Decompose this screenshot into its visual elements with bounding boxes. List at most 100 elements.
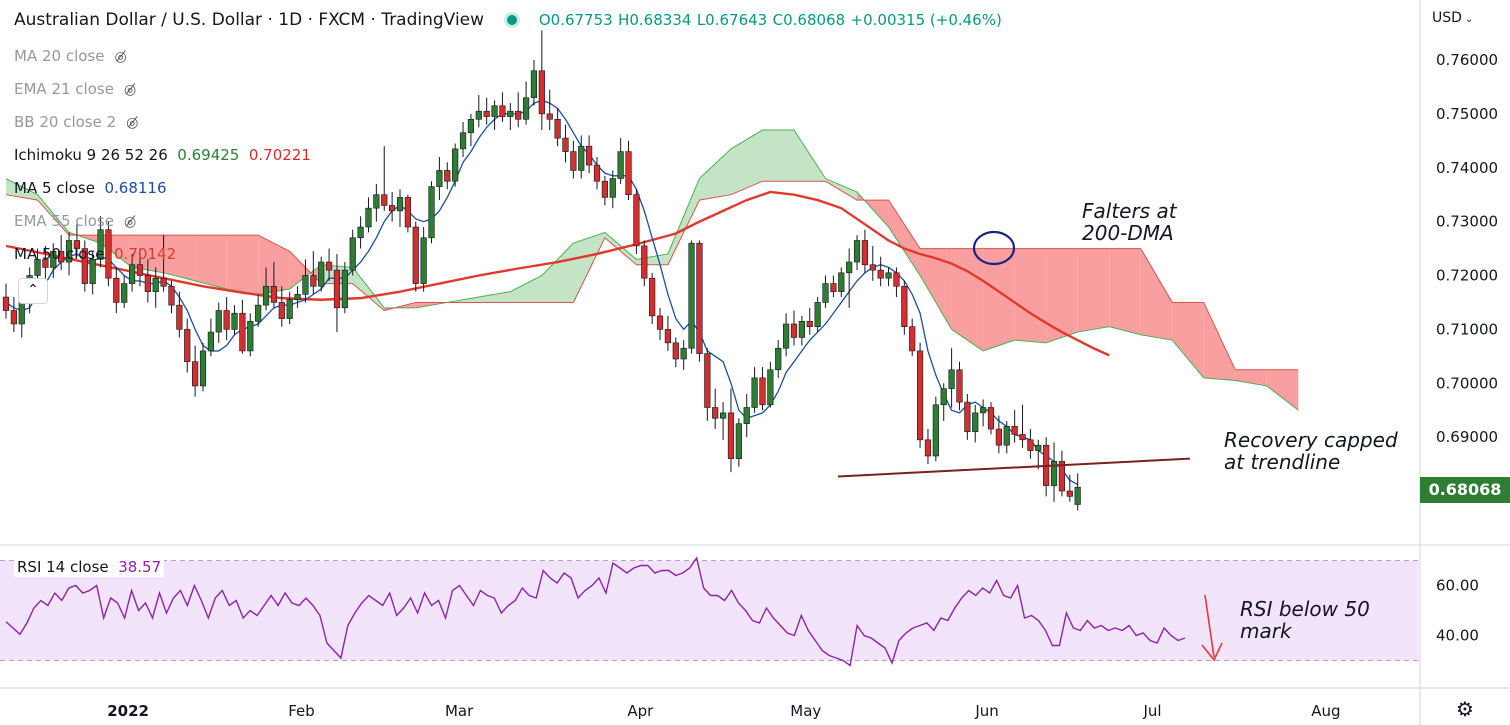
candle [995,415,1002,454]
indicator-ma20[interactable]: MA 20 close ◎̸ [14,47,127,65]
candle-body [901,285,908,327]
candle [349,229,356,276]
time-tick-label: Jun [974,702,998,720]
candle-body [239,312,246,352]
candle-body [1011,426,1018,435]
candle-body [199,350,207,387]
candle-body [916,350,924,441]
indicator-bb20[interactable]: BB 20 close 2 ◎̸ [14,113,138,131]
cloud-segment [825,178,858,201]
eye-slash-icon[interactable]: ◎̸ [123,82,137,98]
candle-body [58,250,65,263]
eye-slash-icon[interactable]: ◎̸ [114,49,127,65]
candle [948,348,955,408]
candle [1066,474,1073,502]
candle-body [956,369,963,403]
candle-body [215,310,222,333]
candle [530,60,538,106]
candle-body [743,407,750,424]
currency-selector[interactable]: USD ⌄ [1432,10,1473,26]
price-axis[interactable]: 0.76000 0.75000 0.74000 0.73000 0.72000 0.710… [1436,51,1498,645]
candle [861,229,869,273]
candle [483,97,490,125]
candle [420,227,427,292]
time-axis[interactable]: 2022 Feb Mar Apr May Jun Jul Aug [107,702,1340,720]
candle-body [341,269,348,309]
candle-body [373,194,380,209]
candle [1019,404,1026,448]
candle [570,140,577,179]
candle [396,189,404,228]
candle [704,348,711,421]
candle-body [885,272,892,279]
candle [467,113,475,147]
candle [176,291,183,338]
candle [404,194,411,233]
indicator-value: 0.68116 [104,179,167,197]
rsi-legend[interactable]: RSI 14 close 38.57 [14,557,165,577]
candle-body [838,272,845,292]
eye-slash-icon[interactable]: ◎̸ [123,214,137,230]
candle-body [262,285,270,306]
candle [231,305,238,335]
indicator-value-2: 0.70221 [248,146,311,164]
eye-slash-icon[interactable]: ◎̸ [126,115,139,131]
candle-body [365,207,372,228]
candle [562,124,569,163]
indicator-ichimoku[interactable]: Ichimoku 9 26 52 26 0.69425 0.70221 [14,146,311,164]
candle [609,170,616,209]
candle [759,367,766,411]
candle [798,315,805,346]
candle-body [310,275,317,287]
candle [499,92,506,122]
price-tick-label: 0.71000 [1436,320,1498,338]
settings-gear-icon[interactable]: ⚙ [1456,697,1474,721]
candle [790,310,798,346]
candle [444,162,451,190]
candle-body [318,261,325,287]
candle-body [184,329,191,363]
candle [199,342,207,392]
price-tick-label: 0.69000 [1436,428,1498,446]
candle-body [633,194,640,247]
indicator-ema21[interactable]: EMA 21 close ◎̸ [14,80,136,98]
indicator-ema55[interactable]: EMA 55 close ◎̸ [14,212,136,230]
indicator-label: MA 5 close [14,179,95,197]
chart-drawings [837,230,1191,478]
cloud-segment [762,130,794,182]
indicator-ma50[interactable]: MA 50 close 0.70142 [14,245,176,263]
indicator-ma5[interactable]: MA 5 close 0.68116 [14,179,167,197]
support-trendline [837,457,1191,478]
candle-body [775,347,782,371]
candle-body [128,264,136,284]
candle [869,245,876,281]
candle-body [625,151,632,195]
candle-body [483,110,490,117]
candle-body [97,229,104,260]
candle [436,156,443,201]
candle-body [877,269,884,279]
candle-body [294,294,301,301]
symbol-header: Australian Dollar / U.S. Dollar · 1D · F… [14,10,1002,30]
candle-body [168,285,175,306]
cloud-segment [920,248,952,330]
cloud-segment [573,232,605,303]
candle-body [814,302,821,327]
symbol-title[interactable]: Australian Dollar / U.S. Dollar · 1D · F… [14,10,485,30]
collapse-legend-button[interactable]: ⌃ [18,278,48,304]
market-status-dot [507,15,518,25]
candle [365,197,372,233]
time-tick-label: Mar [445,702,474,720]
candle [278,286,285,327]
candlesticks [2,30,1081,511]
annotation-line: 200-DMA [1082,221,1174,245]
candle [160,235,167,292]
candle [830,275,837,298]
cloud-segment [1203,302,1236,381]
candle-body [704,353,711,408]
candle-body [113,277,120,303]
candle [144,259,151,303]
candle [412,221,419,292]
candle-body [192,361,199,387]
candle [515,92,522,128]
